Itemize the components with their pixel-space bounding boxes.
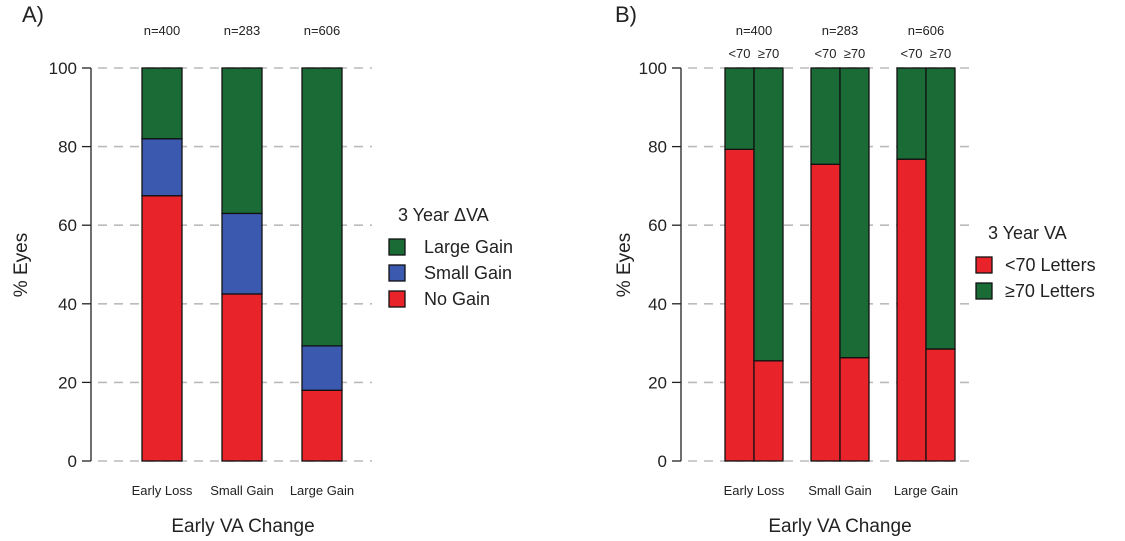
panel-b-y-tick-label: 20 bbox=[648, 373, 667, 392]
panel-b-y-tick-label: 60 bbox=[648, 216, 667, 235]
panel-b-n-label: n=400 bbox=[736, 23, 773, 38]
panel-b-bar-small-gain-lt70-lt70-letters bbox=[810, 163, 841, 462]
panel-a-legend-swatch bbox=[388, 264, 406, 282]
panel-b-y-tick-label: 100 bbox=[639, 59, 667, 78]
panel-a-bar-large-gain-large-gain bbox=[301, 67, 343, 347]
panel-b-n-label: n=606 bbox=[908, 23, 945, 38]
panel-b-legend-swatch bbox=[975, 282, 993, 300]
panel-a-bar-early-loss-large-gain bbox=[141, 67, 183, 140]
panel-a-legend-title: 3 Year ΔVA bbox=[398, 205, 489, 225]
panel-b-subgroup-label: ≥70 bbox=[930, 46, 952, 61]
panel-a-y-tick-label: 0 bbox=[68, 452, 77, 471]
panel-b-subgroup-label: <70 bbox=[900, 46, 922, 61]
panel-b: B) 0 20 40 60 80 100 Early Loss Small Gain Larg… bbox=[614, 2, 1096, 537]
panel-b-legend-item: ≥70 Letters bbox=[1005, 281, 1095, 301]
panel-b-subgroup-label: <70 bbox=[814, 46, 836, 61]
panel-b-bar-early-loss-lt70-ge70-letters bbox=[724, 67, 755, 151]
panel-a-legend-item: Small Gain bbox=[424, 263, 512, 283]
panel-b-category-label: Early Loss bbox=[724, 483, 785, 498]
panel-a: A) 0 20 40 60 80 100 Early Loss Small Gain Larg… bbox=[11, 2, 513, 537]
panel-a-bar-early-loss-small-gain bbox=[141, 138, 183, 197]
panel-a-legend: 3 Year ΔVA Large Gain Small Gain No Gain bbox=[388, 205, 513, 309]
panel-b-xlabel: Early VA Change bbox=[768, 516, 911, 537]
panel-b-bar-large-gain-lt70-ge70-letters bbox=[896, 67, 927, 160]
panel-a-category-label: Early Loss bbox=[132, 483, 193, 498]
panel-b-legend-item: <70 Letters bbox=[1005, 255, 1096, 275]
panel-a-legend-item: Large Gain bbox=[424, 237, 513, 257]
panel-a-y-tick-label: 100 bbox=[49, 59, 77, 78]
panel-b-bar-small-gain-ge70-ge70-letters bbox=[839, 67, 870, 359]
panel-a-label: A) bbox=[22, 2, 44, 27]
panel-b-label: B) bbox=[615, 2, 637, 27]
panel-b-n-label: n=283 bbox=[822, 23, 859, 38]
panel-b-subgroup-label: ≥70 bbox=[758, 46, 780, 61]
panel-a-category-label: Small Gain bbox=[210, 483, 274, 498]
panel-a-y-tick-label: 60 bbox=[58, 216, 77, 235]
panel-b-bar-early-loss-lt70-lt70-letters bbox=[724, 148, 755, 462]
panel-b-bar-large-gain-lt70-lt70-letters bbox=[896, 158, 927, 462]
panel-a-bar-large-gain-no-gain bbox=[301, 389, 343, 462]
panel-a-legend-item: No Gain bbox=[424, 289, 490, 309]
panel-a-category-label: Large Gain bbox=[290, 483, 354, 498]
panel-a-bar-early-loss-no-gain bbox=[141, 195, 183, 462]
panel-a-y-tick-label: 20 bbox=[58, 373, 77, 392]
panel-a-n-label: n=283 bbox=[224, 23, 261, 38]
panel-b-bar-early-loss-ge70-lt70-letters bbox=[753, 360, 784, 462]
panel-a-bar-small-gain-no-gain bbox=[221, 293, 263, 462]
panel-a-bar-large-gain-small-gain bbox=[301, 345, 343, 391]
panel-a-y-tick-label: 80 bbox=[58, 138, 77, 157]
panel-a-legend-swatch bbox=[388, 238, 406, 256]
panel-b-y-tick-label: 80 bbox=[648, 138, 667, 157]
panel-b-legend: 3 Year VA <70 Letters ≥70 Letters bbox=[975, 223, 1096, 301]
panel-a-bar-small-gain-small-gain bbox=[221, 212, 263, 295]
panel-a-bar-small-gain-large-gain bbox=[221, 67, 263, 215]
panel-b-y-tick-label: 0 bbox=[658, 452, 667, 471]
panel-b-y-tick-label: 40 bbox=[648, 295, 667, 314]
panel-a-n-label: n=400 bbox=[144, 23, 181, 38]
panel-b-bar-large-gain-ge70-lt70-letters bbox=[925, 348, 956, 462]
panel-b-bar-small-gain-ge70-lt70-letters bbox=[839, 356, 870, 462]
panel-a-n-label: n=606 bbox=[304, 23, 341, 38]
panel-a-ylabel: % Eyes bbox=[11, 233, 32, 297]
panel-b-category-label: Small Gain bbox=[808, 483, 872, 498]
panel-b-bar-small-gain-lt70-ge70-letters bbox=[810, 67, 841, 165]
panel-b-legend-swatch bbox=[975, 256, 993, 274]
panel-a-y-tick-label: 40 bbox=[58, 295, 77, 314]
panel-b-ylabel: % Eyes bbox=[614, 233, 635, 297]
panel-b-legend-title: 3 Year VA bbox=[988, 223, 1067, 243]
panel-a-legend-swatch bbox=[388, 290, 406, 308]
panel-b-category-label: Large Gain bbox=[894, 483, 958, 498]
panel-b-bar-large-gain-ge70-ge70-letters bbox=[925, 67, 956, 350]
panel-b-subgroup-label: <70 bbox=[728, 46, 750, 61]
panel-b-bar-early-loss-ge70-ge70-letters bbox=[753, 67, 784, 362]
panel-b-subgroup-label: ≥70 bbox=[844, 46, 866, 61]
panel-a-xlabel: Early VA Change bbox=[171, 516, 314, 537]
